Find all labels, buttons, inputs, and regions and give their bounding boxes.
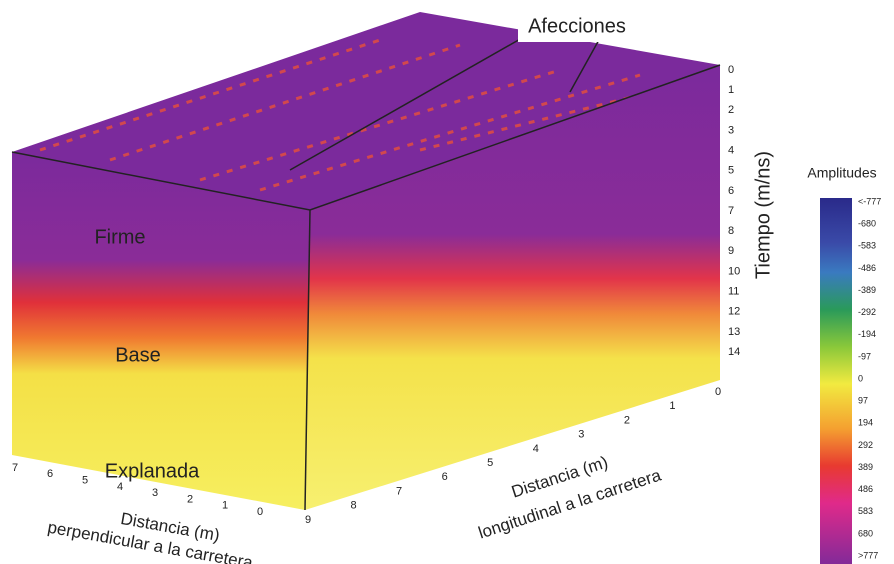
axis-title: Tiempo (m/ns): [752, 151, 774, 279]
longitudinal-tick: 9: [305, 514, 311, 526]
perpendicular-tick: 5: [82, 474, 88, 486]
time-tick: 3: [728, 124, 734, 136]
colorbar-label: 292: [858, 440, 873, 450]
longitudinal-tick: 7: [396, 485, 402, 497]
longitudinal-tick: 1: [669, 400, 675, 412]
perpendicular-tick: 2: [187, 493, 193, 505]
time-tick: 5: [728, 165, 734, 177]
colorbar-title: Amplitudes: [807, 165, 876, 181]
colorbar-label: -389: [858, 285, 876, 295]
colorbar-label: -583: [858, 241, 876, 251]
longitudinal-tick: 6: [442, 471, 448, 483]
colorbar-label: -194: [858, 329, 876, 339]
layer-label: Firme: [94, 226, 145, 248]
colorbar-label: -292: [858, 307, 876, 317]
time-tick: 9: [728, 245, 734, 257]
perpendicular-tick: 3: [152, 487, 158, 499]
time-tick: 4: [728, 144, 734, 156]
time-tick: 1: [728, 84, 734, 96]
longitudinal-tick: 2: [624, 414, 630, 426]
longitudinal-tick: 3: [578, 429, 584, 441]
colorbar-label: -486: [858, 263, 876, 273]
time-tick: 0: [728, 64, 734, 76]
colorbar-label: -97: [858, 351, 871, 361]
colorbar-label: 0: [858, 373, 863, 383]
time-tick: 12: [728, 306, 740, 318]
perpendicular-tick: 0: [257, 506, 263, 518]
time-tick: 6: [728, 185, 734, 197]
colorbar: [820, 198, 852, 564]
perpendicular-tick: 7: [12, 462, 18, 474]
annotation: Afecciones: [528, 15, 626, 37]
colorbar-label: 486: [858, 484, 873, 494]
time-tick: 11: [728, 285, 739, 297]
perpendicular-tick: 4: [117, 481, 123, 493]
colorbar-label: 97: [858, 396, 868, 406]
time-tick: 10: [728, 265, 740, 277]
perpendicular-tick: 1: [222, 500, 228, 512]
perpendicular-tick: 6: [47, 468, 53, 480]
time-tick: 8: [728, 225, 734, 237]
longitudinal-tick: 5: [487, 457, 493, 469]
longitudinal-tick: 4: [533, 443, 539, 455]
colorbar-label: >777: [858, 550, 878, 560]
time-tick: 2: [728, 104, 734, 116]
colorbar-label: 194: [858, 418, 873, 428]
colorbar-label: <-777: [858, 196, 881, 206]
colorbar-label: -680: [858, 219, 876, 229]
time-tick: 7: [728, 205, 734, 217]
longitudinal-tick: 0: [715, 386, 721, 398]
longitudinal-tick: 8: [350, 500, 356, 512]
colorbar-label: 389: [858, 462, 873, 472]
gpr-figure: Afecciones Firme Base Explanada Tiempo (…: [0, 0, 894, 564]
time-tick: 14: [728, 346, 740, 358]
front-face: [12, 152, 310, 510]
time-tick: 13: [728, 326, 740, 338]
colorbar-label: 680: [858, 528, 873, 538]
layer-label: Explanada: [105, 460, 200, 482]
layer-label: Base: [115, 344, 161, 366]
colorbar-label: 583: [858, 506, 873, 516]
